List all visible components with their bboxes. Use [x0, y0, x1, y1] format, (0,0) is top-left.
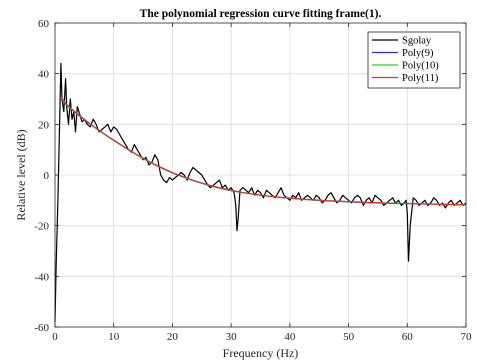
x-tick-label: 30: [226, 331, 238, 343]
x-tick-label: 10: [108, 331, 120, 343]
y-tick-label: 0: [44, 170, 50, 182]
y-tick-label: -20: [34, 221, 49, 233]
y-tick-label: 20: [38, 119, 50, 131]
legend-label: Poly(11): [402, 73, 439, 84]
x-tick-label: 20: [167, 331, 179, 343]
legend-label: Poly(9): [402, 48, 434, 59]
y-tick-label: 40: [38, 69, 50, 81]
legend-box: [367, 31, 461, 89]
series-line-sgolay: [54, 62, 467, 322]
x-tick-label: 0: [52, 331, 58, 343]
y-axis-label: Relative level (dB): [14, 129, 28, 220]
y-tick-label: -60: [34, 322, 49, 334]
legend-label: Sgolay: [402, 36, 432, 47]
x-tick-label: 60: [402, 331, 414, 343]
x-tick-label: 40: [284, 331, 296, 343]
x-tick-label: 50: [343, 331, 355, 343]
y-tick-label: -40: [34, 271, 49, 283]
ticks: 0 10 20 30 40 50 60 70 -60 -40 -20 0 20 40 60: [34, 18, 472, 343]
x-axis-label: Frequency (Hz): [223, 346, 299, 360]
legend-label: Poly(10): [402, 61, 439, 72]
series-layer: [54, 62, 467, 322]
y-tick-label: 60: [38, 18, 50, 30]
series-line-poly-11: [60, 96, 467, 206]
x-tick-label: 70: [461, 331, 473, 343]
chart-title: The polynomial regression curve fitting …: [140, 8, 382, 20]
